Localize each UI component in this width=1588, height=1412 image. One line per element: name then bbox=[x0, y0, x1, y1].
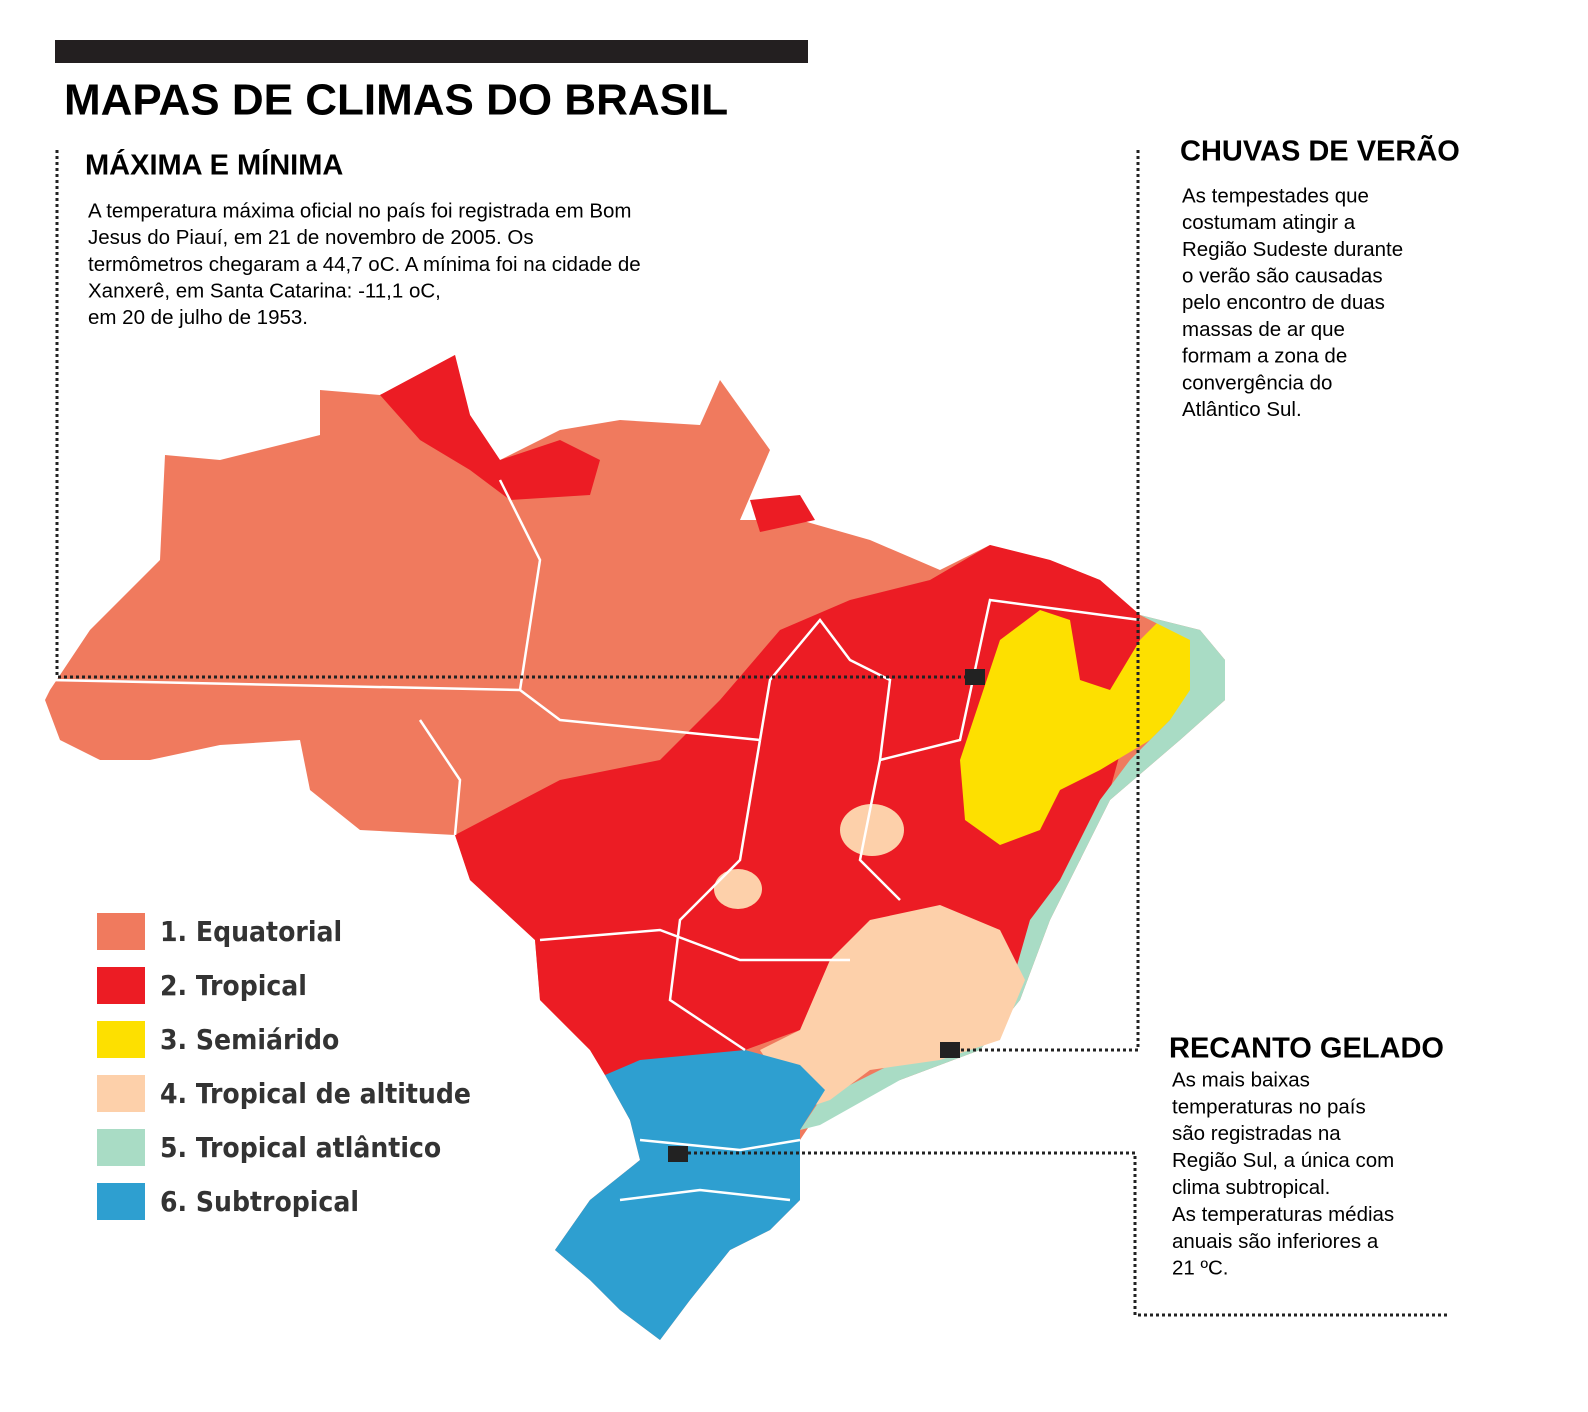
map bbox=[45, 355, 1225, 1340]
paragraph-line: Jesus do Piauí, em 21 de novembro de 200… bbox=[88, 226, 534, 249]
legend-swatch bbox=[97, 1129, 145, 1166]
paragraph-line: costumam atingir a bbox=[1182, 211, 1356, 234]
paragraph-line: 21 ºC. bbox=[1172, 1257, 1229, 1280]
section: RECANTO GELADO As mais baixas temperatura… bbox=[1169, 1033, 1444, 1280]
section-heading: RECANTO GELADO bbox=[1169, 1033, 1444, 1065]
region-tropical-north bbox=[380, 355, 600, 500]
legend-label: 2. Tropical bbox=[160, 969, 307, 1002]
paragraph-line: Região Sul, a única com bbox=[1172, 1149, 1394, 1172]
paragraph-line: temperaturas no país bbox=[1172, 1095, 1366, 1118]
paragraph-line: termômetros chegaram a 44,7 oC. A mínima… bbox=[88, 253, 641, 276]
paragraph-line: As mais baixas bbox=[1172, 1068, 1310, 1091]
region-altitude-spot bbox=[714, 869, 762, 909]
state-borders bbox=[49, 479, 1141, 1202]
legend-swatch bbox=[97, 1021, 145, 1058]
marker bbox=[965, 669, 985, 685]
region-subtropical bbox=[555, 1050, 825, 1340]
paragraph-line: A temperatura máxima oficial no país foi… bbox=[88, 199, 632, 222]
paragraph-line: Região Sudeste durante bbox=[1182, 238, 1403, 261]
paragraph-line: formam a zona de bbox=[1182, 345, 1347, 368]
paragraph-line: Xanxerê, em Santa Catarina: -11,1 oC, bbox=[88, 280, 441, 303]
paragraph-line: anuais são inferiores a bbox=[1172, 1230, 1379, 1253]
paragraph-line: Atlântico Sul. bbox=[1182, 398, 1302, 421]
legend-label: 4. Tropical de altitude bbox=[160, 1077, 471, 1110]
paragraph-line: pelo encontro de duas bbox=[1182, 291, 1385, 314]
paragraph-line: o verão são causadas bbox=[1182, 265, 1383, 288]
paragraph-line: clima subtropical. bbox=[1172, 1176, 1330, 1199]
paragraph-line: em 20 de julho de 1953. bbox=[88, 306, 308, 329]
paragraph-line: são registradas na bbox=[1172, 1122, 1341, 1145]
title: MAPAS DE CLIMAS DO BRASIL bbox=[64, 76, 728, 125]
marker bbox=[668, 1146, 688, 1162]
legend-label: 3. Semiárido bbox=[160, 1023, 339, 1056]
legend-label: 1. Equatorial bbox=[160, 915, 342, 948]
connectors bbox=[55, 150, 1450, 1317]
region-semiarid bbox=[960, 610, 1190, 845]
region-altitude bbox=[760, 905, 1025, 1110]
legend-swatch bbox=[97, 967, 145, 1004]
section-heading: MÁXIMA E MÍNIMA bbox=[85, 148, 343, 182]
region-tropical-island bbox=[750, 495, 815, 532]
connector-line bbox=[688, 1151, 1450, 1317]
section-heading: CHUVAS DE VERÃO bbox=[1180, 134, 1460, 168]
section: CHUVAS DE VERÃO As tempestades que costum… bbox=[1180, 134, 1460, 421]
legend-swatch bbox=[97, 913, 145, 950]
title-bar bbox=[55, 40, 808, 63]
paragraph-line: As temperaturas médias bbox=[1172, 1203, 1394, 1226]
legend-label: 6. Subtropical bbox=[160, 1185, 359, 1218]
legend-label: 5. Tropical atlântico bbox=[160, 1131, 441, 1164]
marker bbox=[940, 1042, 960, 1058]
paragraph-line: convergência do bbox=[1182, 371, 1332, 394]
paragraph-line: As tempestades que bbox=[1182, 184, 1369, 207]
region-altitude-spot bbox=[840, 804, 904, 856]
connector-line bbox=[55, 150, 975, 679]
connector-line bbox=[950, 150, 1140, 1052]
legend: 1. Equatorial 2. Tropical 3. Semiárido 4. T… bbox=[97, 913, 471, 1220]
legend-swatch bbox=[97, 1183, 145, 1220]
legend-swatch bbox=[97, 1075, 145, 1112]
paragraph-line: massas de ar que bbox=[1182, 318, 1345, 341]
section: MÁXIMA E MÍNIMA A temperatura máxima ofi… bbox=[85, 148, 641, 330]
